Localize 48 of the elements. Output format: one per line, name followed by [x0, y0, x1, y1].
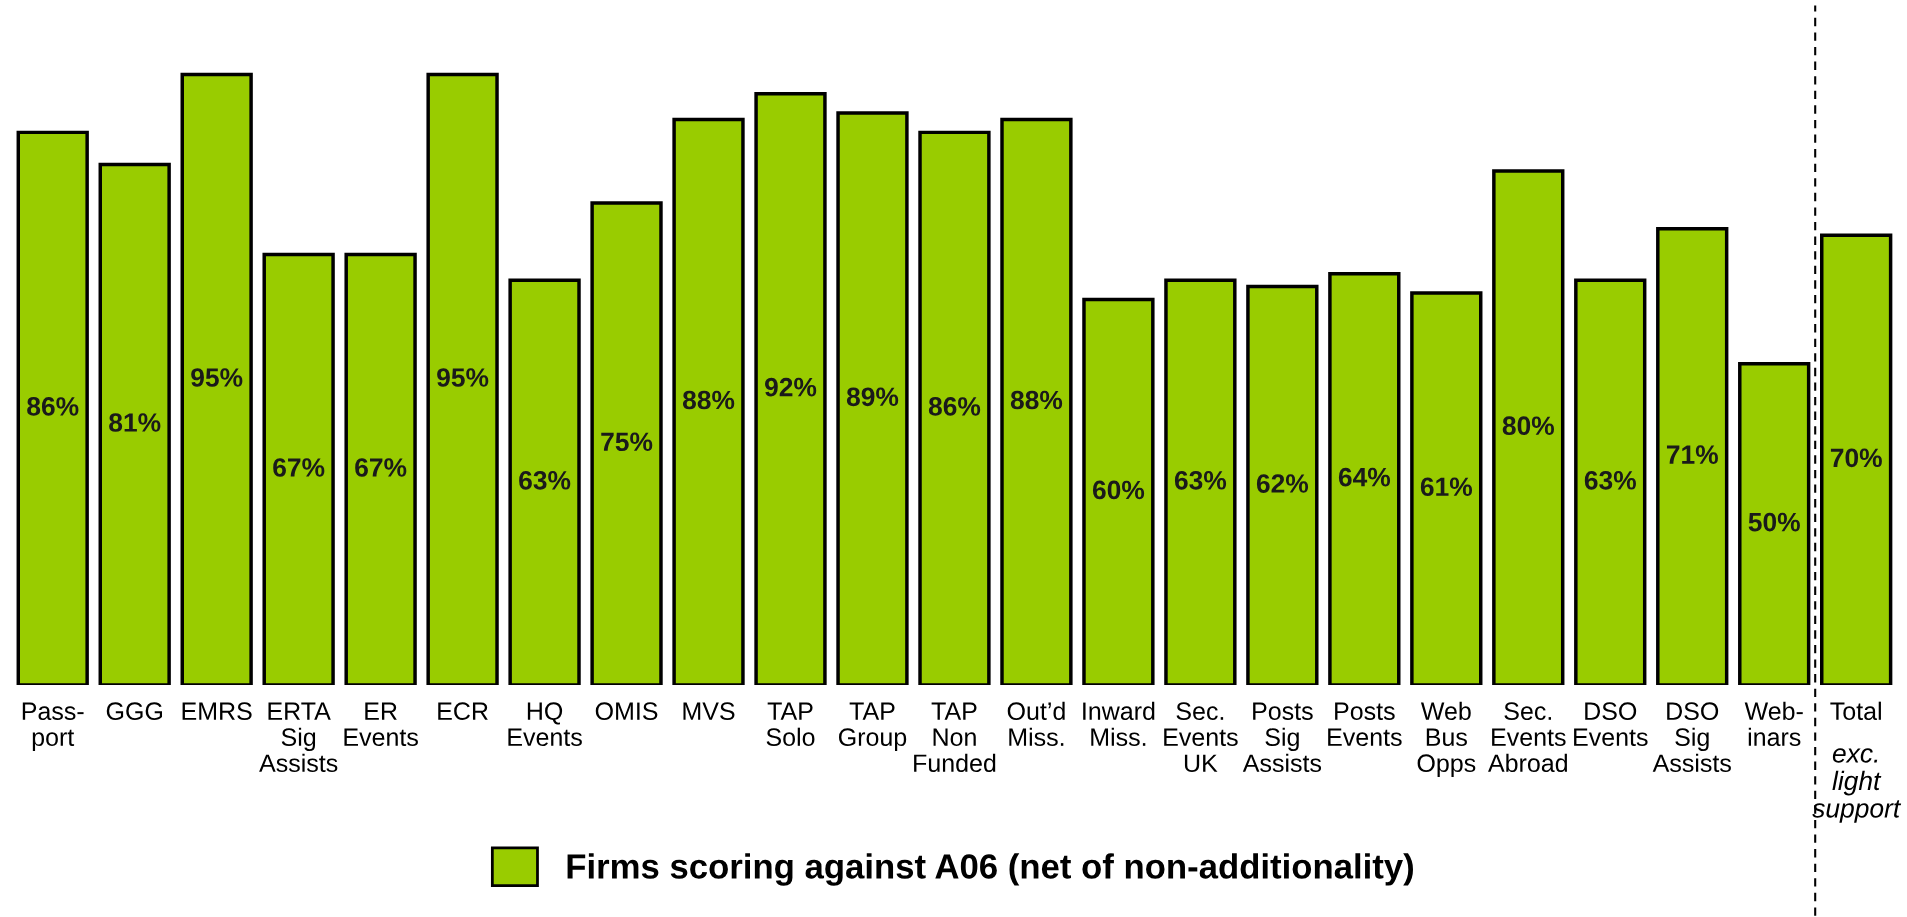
x-tick-label: HQ Events [508, 702, 582, 747]
data-label: 88% [682, 390, 735, 410]
data-label: 61% [1420, 477, 1473, 497]
x-tick-label: ERTA Sig Assists [259, 702, 338, 773]
x-tick-label: DSO Events [1574, 702, 1648, 747]
data-label: 89% [846, 387, 899, 407]
x-tick-label: GGG [106, 702, 162, 721]
x-tick-label: TAP Solo [766, 702, 815, 747]
text: exc. light support [1812, 748, 1902, 823]
data-label: 81% [109, 413, 161, 432]
x-tick-label: OMIS [595, 702, 658, 721]
x-tick-label: Posts Events [1328, 702, 1402, 747]
x-tick-label: EMRS [182, 702, 252, 721]
x-tick-label: Inward Miss. [1083, 701, 1155, 747]
data-label: 62% [1256, 474, 1309, 493]
data-label: 63% [519, 470, 571, 490]
x-tick-label: ECR [438, 702, 488, 721]
x-tick-label: Posts Sig Assists [1242, 702, 1322, 773]
x-tick-label: DSO Sig Assists [1652, 702, 1731, 773]
x-tick-label: MVS [683, 702, 735, 721]
legend-label: Firms scoring against A06 (net of non-additionality) [567, 853, 1413, 886]
x-tick-label: Total [1830, 701, 1881, 721]
x-tick-label: Out’d Miss. [1007, 701, 1065, 747]
data-label: 80% [1502, 416, 1554, 436]
data-label: 60% [1092, 480, 1145, 500]
x-tick-label: TAP Group [839, 702, 907, 751]
data-label: 92% [765, 377, 817, 397]
data-label: 67% [355, 458, 407, 477]
x-tick-label: Pass- port [22, 702, 84, 751]
data-label: 95% [191, 368, 243, 387]
x-tick-label: TAP Non Funded [914, 702, 996, 773]
data-label: 95% [437, 368, 489, 387]
data-label: 63% [1584, 470, 1636, 490]
data-label: 86% [928, 397, 981, 416]
data-label: 63% [1174, 470, 1227, 490]
data-label: 70% [1830, 448, 1882, 468]
x-tick-label: Sec. Events Abroad [1488, 702, 1567, 773]
x-tick-label: Sec. Events UK [1164, 702, 1238, 773]
x-tick-label: Web- inars [1744, 701, 1803, 747]
x-tick-label: Web Bus Opps [1417, 701, 1476, 778]
data-label: 50% [1748, 512, 1800, 532]
data-label: 86% [27, 397, 79, 416]
data-label: 71% [1666, 445, 1718, 464]
data-label: 88% [1010, 390, 1063, 410]
x-tick-label: ER Events [344, 702, 418, 747]
data-label: 67% [273, 458, 325, 477]
data-label: 75% [601, 432, 653, 452]
data-label: 64% [1338, 467, 1391, 487]
